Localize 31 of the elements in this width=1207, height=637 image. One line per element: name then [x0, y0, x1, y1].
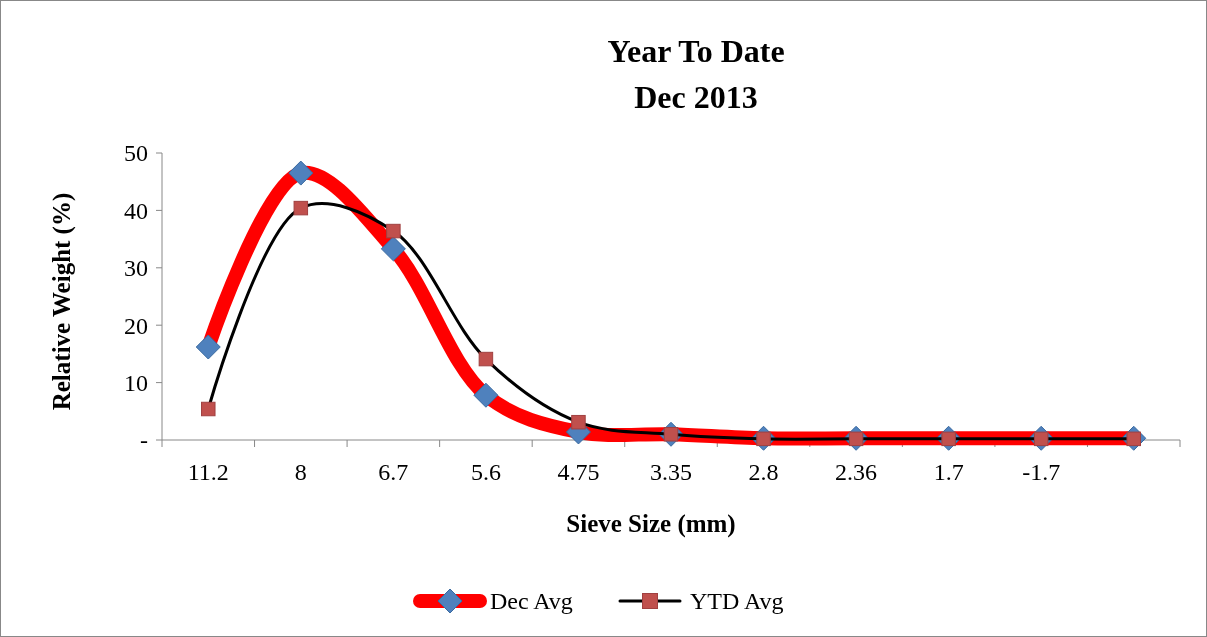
x-tick-label: 6.7: [378, 459, 409, 485]
point: [386, 223, 401, 239]
y-tick-label: 50: [124, 140, 148, 167]
chart-subtitle: Dec 2013: [634, 79, 758, 115]
x-tick-label: 8: [294, 459, 307, 485]
point: [288, 160, 314, 186]
point: [473, 382, 499, 408]
point: [478, 351, 494, 367]
x-tick-label: 5.6: [470, 459, 501, 485]
x-axis-title: Sieve Size (mm): [566, 510, 736, 538]
point: [201, 401, 216, 417]
x-tick-label: 2.36: [835, 459, 878, 485]
y-tick-label: 30: [124, 255, 148, 282]
y-tick-label: 10: [124, 370, 148, 396]
point: [571, 414, 586, 430]
legend-label: Dec Avg: [490, 588, 573, 615]
point: [195, 334, 221, 360]
x-tick-label: 1.7: [933, 459, 964, 485]
x-tick-label: 3.35: [650, 459, 692, 485]
legend-label: YTD Avg: [690, 588, 784, 615]
x-tick-label: -1.7: [1022, 459, 1061, 485]
y-tick-label: 20: [124, 312, 148, 339]
chart-title: Year To Date: [607, 33, 785, 69]
y-tick-label: -: [140, 427, 148, 454]
point: [380, 236, 406, 262]
point: [293, 200, 309, 216]
y-axis-title: Relative Weight (%): [48, 192, 76, 411]
x-tick-label: 2.8: [748, 459, 779, 485]
x-tick-label: 4.75: [557, 459, 600, 485]
x-tick-label: 11.2: [187, 459, 229, 485]
y-tick-label: 40: [124, 197, 148, 224]
